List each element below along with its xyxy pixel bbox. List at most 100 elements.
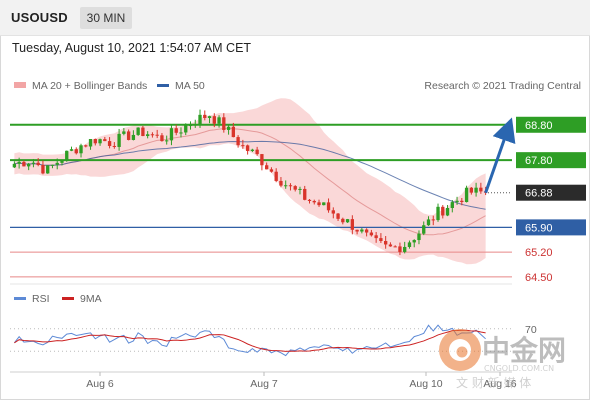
candle-body [288, 185, 293, 187]
candle-body [207, 116, 212, 118]
candle-body [112, 145, 117, 147]
watermark-slogan: 文 财 新 媒 体 [456, 375, 531, 390]
candle-body [407, 242, 412, 247]
level-tag-bg [516, 152, 586, 169]
candle-body [364, 229, 369, 233]
bollinger-fill [14, 98, 486, 265]
time-axis-ticks: Aug 6 Aug 7 Aug 10 Aug 16 [86, 372, 517, 390]
candle-body [160, 135, 164, 142]
candle-body [307, 199, 312, 201]
time-tick-label: Aug 6 [86, 378, 114, 390]
rsi-line [13, 324, 486, 357]
chart-datetime: Tuesday, August 10, 2021 1:54:07 AM CET [12, 41, 252, 55]
candle-body [226, 126, 231, 130]
candle-body [369, 232, 374, 236]
candle-body [422, 225, 426, 234]
candle-body [417, 233, 421, 241]
candle-body [17, 161, 21, 164]
ma20-swatch [14, 82, 26, 88]
candle-body [88, 139, 93, 147]
chart-header: USOUSD 30 MIN [0, 0, 590, 36]
candle-body [22, 161, 26, 167]
candle-body [74, 149, 78, 154]
ma50-swatch [157, 84, 169, 87]
candle-body [188, 125, 193, 127]
credit-text: Research © 2021 Trading Central [424, 80, 581, 92]
candle-body [255, 149, 259, 155]
candle-body [398, 246, 402, 252]
candle-body [241, 145, 245, 147]
candle-body [69, 149, 74, 151]
candle-body [122, 131, 126, 134]
candle-body [345, 219, 350, 223]
candle-body [41, 165, 45, 174]
candle-body [50, 164, 55, 166]
candle-body [184, 125, 188, 133]
candle-body [445, 207, 450, 216]
time-tick-label: Aug 10 [409, 378, 442, 390]
time-tick-label: Aug 16 [483, 378, 516, 390]
candle-body [403, 246, 407, 252]
candle-body [322, 202, 326, 206]
ma9-swatch [62, 297, 74, 300]
candle-body [212, 116, 216, 124]
candle-body [31, 162, 36, 164]
current-price-tag: 66.88 [525, 188, 553, 200]
candle-body [84, 145, 88, 147]
level-tag-resistance: 67.80 [525, 155, 553, 167]
level-tag-pivot: 65.90 [525, 222, 553, 234]
rsi-swatch [14, 297, 26, 300]
candle-body [374, 235, 378, 239]
candle-body [312, 200, 316, 203]
candle-body [469, 187, 474, 193]
candle-body [145, 134, 150, 137]
candle-body [193, 124, 197, 126]
symbol-label: USOUSD [11, 10, 68, 25]
candle-body [293, 186, 297, 190]
level-tag-support: 65.20 [525, 247, 553, 259]
candle-body [98, 139, 102, 144]
ma20-legend-label: MA 20 + Bollinger Bands [32, 80, 147, 92]
timeframe-button[interactable]: 30 MIN [80, 7, 132, 29]
candle-body [93, 139, 97, 144]
candle-body [450, 202, 454, 208]
rsi-level-label: 70 [525, 324, 537, 336]
candle-body [250, 149, 255, 151]
candle-body [117, 133, 121, 147]
candle-body [141, 127, 145, 137]
level-tag-bg [516, 219, 586, 236]
projection [484, 117, 516, 194]
candle-body [260, 154, 264, 166]
candle-body [60, 160, 64, 163]
price-tags: 68.80 67.80 65.90 65.20 64.50 66.88 [516, 116, 586, 284]
candle-body [350, 219, 355, 230]
candle-body [441, 206, 445, 216]
candle-body [174, 128, 178, 133]
candle-body [460, 200, 464, 203]
candle-body [355, 229, 359, 232]
rsi-legend-label: RSI [32, 293, 50, 305]
candle-body [179, 132, 183, 134]
candle-body [231, 126, 236, 138]
candle-body [12, 163, 17, 168]
level-tag-support: 64.50 [525, 272, 553, 284]
candle-body [431, 219, 435, 221]
candle-body [284, 185, 288, 187]
candle-body [383, 241, 388, 245]
ma50-line [14, 140, 486, 210]
candle-body [298, 188, 302, 190]
candle-body [203, 114, 207, 118]
candle-body [326, 202, 331, 211]
candle-body [379, 238, 383, 242]
level-tag-bg [516, 116, 586, 133]
candle-body [436, 206, 440, 221]
candle-body [79, 145, 83, 154]
current-price-tag-bg [516, 184, 586, 201]
candle-body [264, 165, 269, 170]
watermark-brand: 中金网 [482, 334, 566, 367]
candle-body [126, 131, 131, 140]
candle-body [474, 187, 478, 193]
candle-body [245, 145, 250, 151]
candle-body [360, 229, 364, 232]
